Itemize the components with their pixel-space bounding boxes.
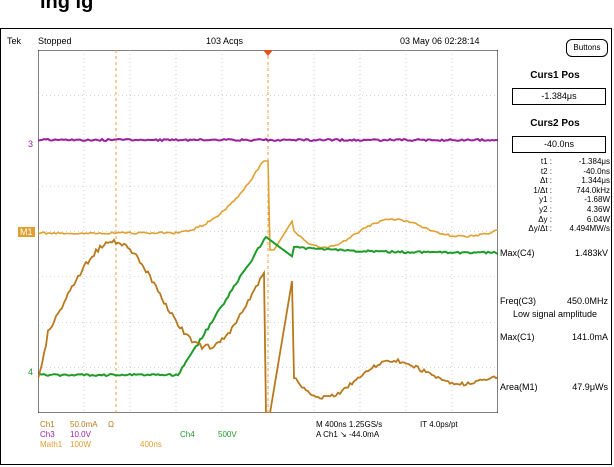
brand-label: Tek [7, 36, 21, 46]
readout-row: Δy :6.04W [506, 215, 610, 225]
readout-row: t1 : -1.384μs [506, 157, 610, 167]
run-state: Stopped [38, 36, 72, 46]
readout-row: y2 :4.36W [506, 205, 610, 215]
math1-time: 400ns [140, 440, 162, 449]
math1-marker[interactable]: M1 [18, 227, 35, 237]
ch1-label[interactable]: Ch1 [40, 420, 55, 429]
curs2-title: Curs2 Pos [500, 118, 610, 129]
timebase[interactable]: M 400ns 1.25GS/s [316, 420, 382, 429]
readout-row: t2 : -40.0ns [506, 167, 610, 177]
readout-row: y1 : -1.68W [506, 195, 610, 205]
ch1-unit: Ω [108, 420, 114, 429]
math1-scale[interactable]: 100W [70, 440, 91, 449]
curs1-value[interactable]: -1.384μs [512, 88, 606, 105]
cursor-readouts: t1 : -1.384μs t2 : -40.0ns Δt :1.344μs 1/Δ… [506, 157, 610, 234]
math1-label[interactable]: Math1 [40, 440, 62, 449]
page-title: ing ig [40, 0, 93, 14]
curs1-title: Curs1 Pos [500, 70, 610, 81]
ch4-scale[interactable]: 500V [218, 430, 237, 439]
acquisition-count: 103 Acqs [206, 36, 243, 46]
readout-row: 1/Δt :744.0kHz [506, 186, 610, 196]
readout-row: Δy/Δt :4.494MW/s [506, 224, 610, 234]
trigger-setting[interactable]: A Ch1 ↘ -44.0mA [316, 430, 379, 439]
curs2-value[interactable]: -40.0ns [512, 136, 606, 153]
ch3-marker[interactable]: 3 [28, 139, 33, 149]
buttons-button[interactable]: Buttons [566, 39, 608, 57]
channel-settings-bar: Ch1 50.0mA Ω Ch3 10.0V Ch4 500V Math1 10… [38, 418, 608, 464]
ch3-scale[interactable]: 10.0V [70, 430, 91, 439]
readout-row: Δt :1.344μs [506, 176, 610, 186]
cursor-panel: Buttons Curs1 Pos -1.384μs Curs2 Pos -40… [500, 30, 612, 420]
ch4-label[interactable]: Ch4 [180, 430, 195, 439]
ch1-scale[interactable]: 50.0mA [70, 420, 98, 429]
interpolation: IT 4.0ps/pt [420, 420, 458, 429]
waveform-display[interactable] [38, 50, 498, 413]
datetime: 03 May 06 02:28:14 [400, 36, 480, 46]
ch3-label[interactable]: Ch3 [40, 430, 55, 439]
ch4-marker[interactable]: 4 [28, 367, 33, 377]
